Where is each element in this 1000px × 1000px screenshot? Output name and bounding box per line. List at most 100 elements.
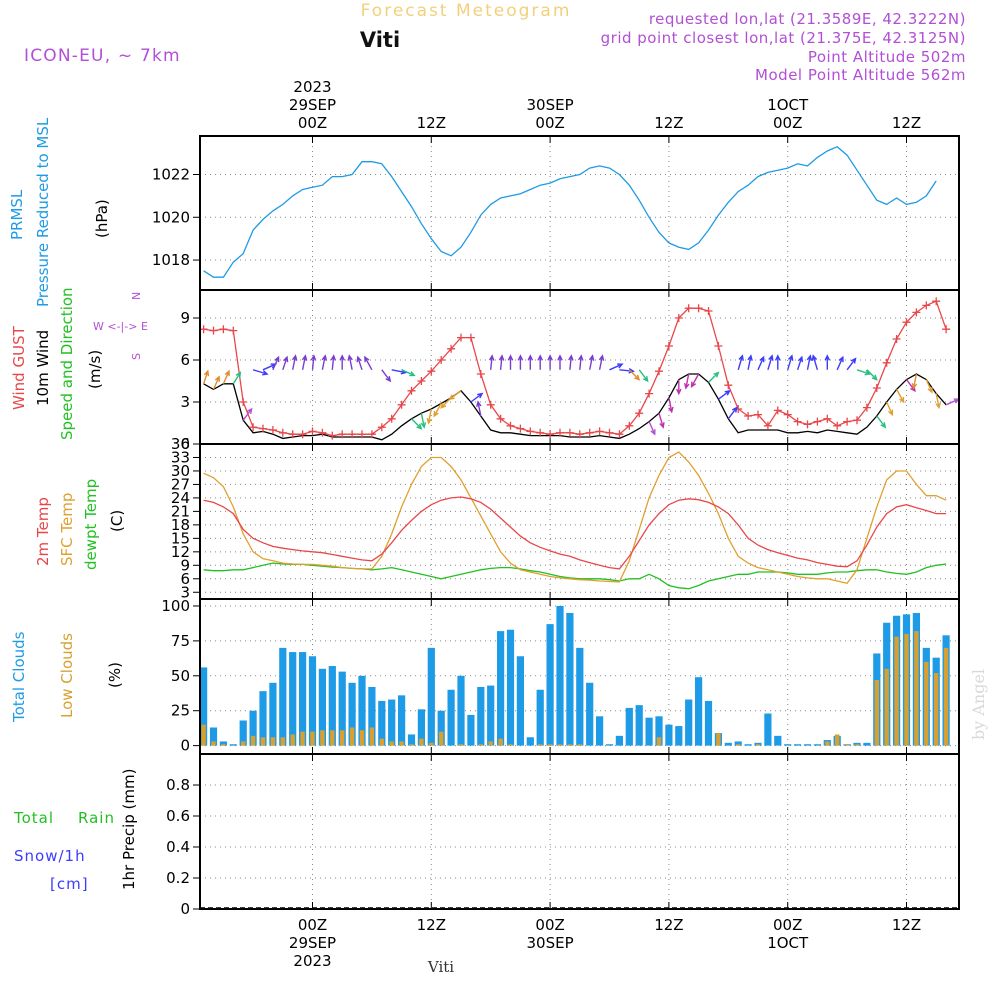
- gust-marker: [338, 430, 347, 439]
- low-cloud-bar: [716, 733, 721, 746]
- precip-y-tick-label-3: 0.6: [166, 807, 190, 825]
- grid-point-coords: grid point closest lon,lat (21.375E, 42.…: [601, 29, 966, 47]
- total-cloud-bar: [200, 667, 208, 746]
- gust-marker: [645, 389, 654, 398]
- low-cloud-bar: [498, 738, 503, 746]
- bottom-time-label-4-1: 1OCT: [767, 934, 809, 952]
- wind-arrow: [658, 412, 665, 429]
- top-time-label-3-0: 12Z: [654, 114, 683, 132]
- top-time-label-0-2: 00Z: [298, 114, 327, 132]
- gust-marker: [724, 381, 733, 390]
- gust-marker: [546, 430, 555, 439]
- gust-marker: [892, 335, 901, 343]
- gust-marker: [268, 426, 277, 434]
- bottom-time-label-4-0: 00Z: [773, 916, 802, 934]
- gust-marker: [793, 417, 802, 426]
- wind-arrow: [356, 355, 363, 371]
- pressure-y-ticks: 1018 1020 1022: [152, 166, 200, 269]
- compass-south: S: [130, 353, 143, 360]
- compass-west-east: W <-|-> E: [93, 320, 148, 333]
- wind-arrow: [242, 407, 253, 421]
- gust-marker: [536, 428, 545, 437]
- wind-arrow: [488, 354, 495, 370]
- wind-arrow: [767, 354, 774, 371]
- gust-marker: [615, 430, 624, 439]
- low-cloud-bar: [478, 744, 483, 746]
- low-cloud-bar: [567, 744, 573, 746]
- temperature-y-tick-label-6: 21: [171, 502, 190, 520]
- gust-marker: [516, 424, 525, 433]
- gust-marker: [437, 356, 446, 364]
- total-cloud-bar: [704, 700, 713, 746]
- gust-marker: [862, 403, 871, 412]
- total-cloud-bar: [299, 652, 307, 746]
- gust-marker: [259, 424, 267, 433]
- gust-marker: [318, 428, 327, 437]
- total-cloud-bar: [427, 647, 435, 746]
- low-cloud-bar: [349, 727, 355, 746]
- gust-marker: [427, 367, 436, 376]
- compass-north: N: [130, 292, 143, 300]
- low-cloud-bar: [924, 661, 929, 746]
- temperature-y-tick-label-4: 15: [171, 529, 190, 547]
- total-cloud-bar: [388, 699, 396, 746]
- wind-arrow: [321, 354, 328, 370]
- gust-marker: [397, 400, 406, 409]
- pressure-series: [203, 145, 937, 278]
- gust-marker: [813, 417, 822, 426]
- temperature-y-tick-label-11: 36: [171, 435, 190, 453]
- pressure-panel: 1018 1020 1022 PRMSL Pressure Reduced to M…: [8, 117, 960, 307]
- wind-arrow: [787, 354, 794, 371]
- wind-arrow: [577, 354, 584, 370]
- low-cloud-bar: [894, 636, 899, 746]
- gust-marker: [912, 308, 921, 317]
- total-cloud-bar: [457, 675, 465, 746]
- wind-arrow: [252, 369, 269, 376]
- gust-marker: [466, 333, 475, 342]
- wind-arrow: [824, 354, 831, 370]
- total-cloud-bar: [447, 689, 455, 746]
- wind-arrow: [796, 355, 804, 371]
- wind-arrow: [547, 354, 553, 370]
- footer-station: Viti: [427, 958, 454, 976]
- gust-marker: [575, 430, 584, 439]
- total-cloud-bar: [526, 737, 534, 746]
- wind-arrow: [310, 354, 317, 370]
- total-cloud-bar: [734, 741, 742, 746]
- top-time-label-2-1: 00Z: [535, 114, 564, 132]
- low-cloud-bar: [359, 730, 365, 746]
- wind-arrow: [717, 389, 731, 400]
- wind-grid: [200, 290, 959, 445]
- temperature-frame: [199, 443, 960, 600]
- gust-marker: [219, 325, 228, 334]
- low-cloud-bar: [201, 724, 206, 746]
- station-name: Viti: [360, 28, 400, 52]
- clouds-series: [200, 605, 950, 746]
- wind-y-tick-label-1: 3: [180, 393, 190, 411]
- wind-arrow: [683, 373, 690, 390]
- wind-label-gust: Wind GUST: [10, 325, 28, 410]
- wind-arrow: [945, 398, 961, 406]
- gust-marker: [595, 427, 604, 436]
- wind-arrow: [895, 389, 905, 404]
- gust-marker: [585, 428, 594, 437]
- clouds-y-tick-label-2: 50: [171, 667, 190, 685]
- pressure-label-msl: Pressure Reduced to MSL: [34, 117, 52, 307]
- wind-arrow: [708, 371, 720, 383]
- gust-marker: [872, 384, 881, 392]
- wind-arrow: [476, 400, 482, 417]
- precip-units: 1hr Precip (mm): [120, 769, 138, 890]
- wind-arrow: [737, 354, 744, 371]
- pressure-grid: [200, 136, 959, 290]
- bottom-time-label-2-1: 30SEP: [527, 934, 574, 952]
- low-cloud-bar: [419, 738, 424, 746]
- low-cloud-bar: [389, 741, 394, 746]
- low-cloud-bar: [320, 730, 325, 746]
- gust-marker: [635, 409, 644, 418]
- gust-marker: [229, 326, 238, 335]
- gust-marker: [407, 386, 416, 395]
- top-time-label-2-0: 30SEP: [527, 96, 574, 114]
- pressure-label-prmsl: PRMSL: [8, 189, 26, 240]
